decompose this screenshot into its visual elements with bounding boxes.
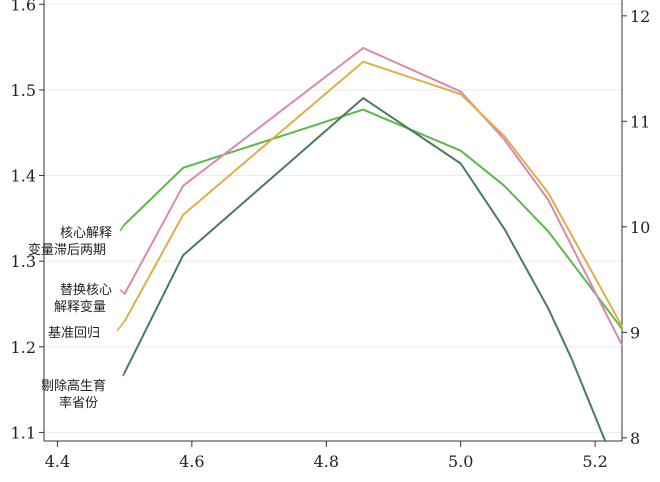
- axes: [43, 0, 623, 442]
- series-label-0-line-0: 核心解释: [60, 226, 112, 241]
- series-line-3: [123, 97, 607, 442]
- x-tick-label: 5.0: [448, 452, 473, 471]
- series-label-2-line-0: 基准回归: [48, 326, 100, 341]
- right-y-tick-label: 10: [630, 218, 650, 237]
- x-tick-label: 4.8: [314, 452, 339, 471]
- right-y-tick-label: 8: [630, 429, 640, 448]
- left-y-tick-label: 1.6: [11, 0, 36, 14]
- ticks: 1.1 1.2 1.3 1.4 1.5 1.6 8 9 10 11 12 4.4 4.6 4.8 5.0 5.…: [11, 0, 651, 471]
- x-tick-label: 5.2: [582, 452, 607, 471]
- left-y-tick-label: 1.2: [11, 338, 36, 357]
- series-leader-3: [122, 372, 126, 377]
- x-tick-label: 4.4: [45, 452, 70, 471]
- series-label-1-line-1: 解释变量: [54, 299, 106, 315]
- series-line-2: [123, 60, 623, 328]
- right-y-tick-label: 12: [630, 7, 650, 26]
- series: [123, 47, 623, 442]
- series-leader-0: [119, 223, 126, 232]
- series-label-3-line-1: 率省份: [59, 395, 98, 411]
- left-y-tick-label: 1.3: [11, 252, 36, 271]
- left-y-tick-label: 1.4: [11, 167, 36, 186]
- series-label-3-line-0: 剔除高生育: [41, 378, 106, 394]
- series-label-1-line-0: 替换核心: [60, 283, 112, 298]
- left-y-tick-label: 1.1: [11, 423, 36, 442]
- series-line-1: [123, 47, 623, 347]
- series-line-0: [123, 108, 623, 330]
- right-y-tick-label: 9: [630, 323, 640, 342]
- series-leader-1: [119, 289, 126, 295]
- series-label-0-line-1: 变量滞后两期: [28, 242, 106, 258]
- right-y-tick-label: 11: [630, 112, 650, 131]
- grid: [44, 3, 622, 433]
- series-leader-2: [116, 320, 126, 332]
- left-y-tick-label: 1.5: [11, 81, 36, 100]
- x-tick-label: 4.6: [179, 452, 204, 471]
